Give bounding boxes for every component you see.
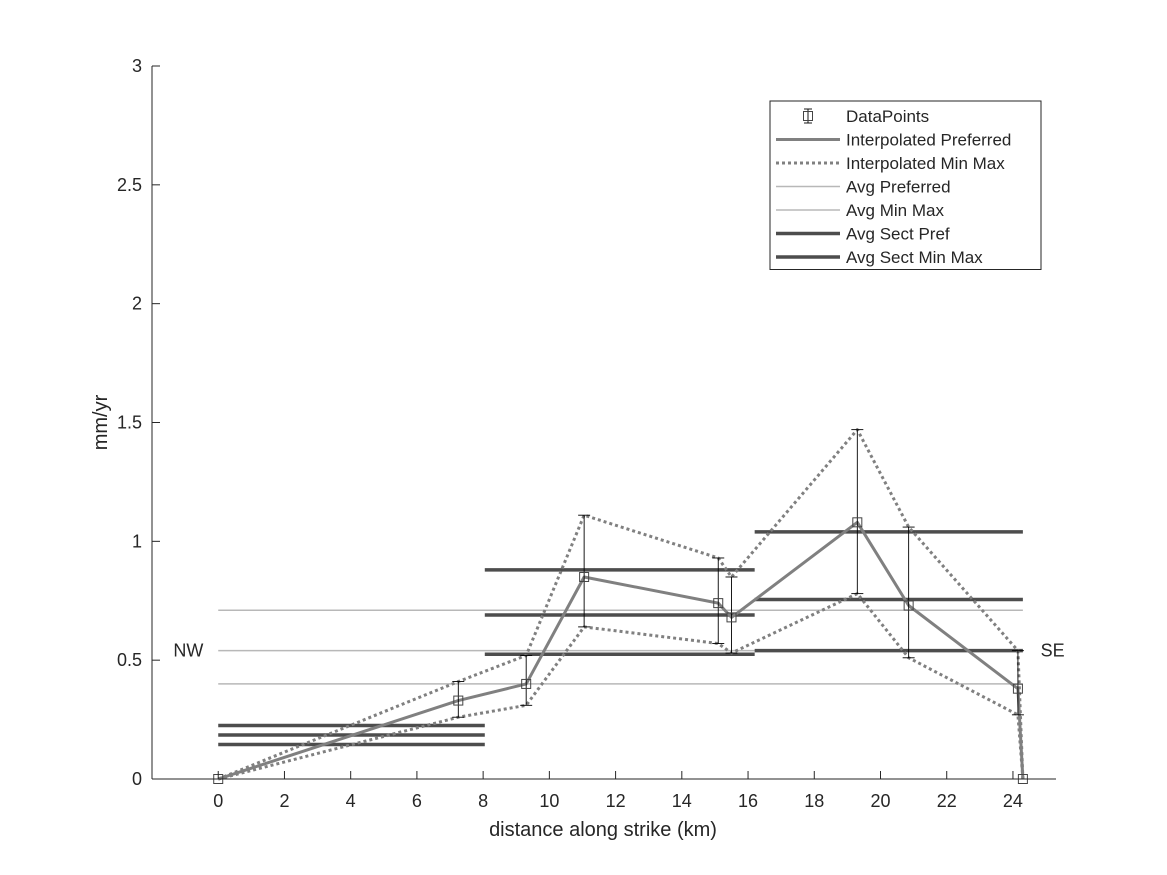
annotations: NW SE [173, 641, 1064, 661]
legend-label-avg-min-max: Avg Min Max [846, 201, 944, 220]
interpolated-preferred-series [217, 520, 1025, 781]
x-tick-label: 4 [346, 791, 356, 811]
legend-swatch-datapoints [803, 111, 813, 121]
y-tick-label: 2.5 [117, 175, 142, 195]
legend: DataPoints Interpolated Preferred Interpol… [769, 100, 1042, 270]
section-average-lines [218, 530, 1023, 747]
y-tick-label: 3 [132, 56, 142, 76]
data-point-marker [453, 695, 464, 706]
data-point-marker [903, 600, 914, 611]
x-tick-label: 14 [672, 791, 692, 811]
x-axis-label: distance along strike (km) [489, 819, 717, 841]
x-tick-label: 20 [870, 791, 890, 811]
legend-label-avg-preferred: Avg Preferred [846, 178, 951, 197]
y-tick-label: 2 [132, 294, 142, 314]
y-axis-label: mm/yr [90, 394, 112, 450]
x-tick-label: 12 [606, 791, 626, 811]
y-tick-label: 1 [132, 531, 142, 551]
data-point-marker [726, 612, 737, 623]
legend-label-datapoints: DataPoints [846, 107, 929, 126]
average-lines [218, 609, 1023, 685]
annotation-se: SE [1041, 641, 1065, 661]
legend-box [769, 100, 1042, 270]
x-tick-label: 2 [279, 791, 289, 811]
x-tick-label: 18 [804, 791, 824, 811]
x-tick-label: 24 [1003, 791, 1023, 811]
y-tick-label: 0.5 [117, 650, 142, 670]
data-point-marker [713, 598, 724, 609]
x-tick-label: 16 [738, 791, 758, 811]
data-point-marker [852, 517, 863, 528]
x-tick-label: 8 [478, 791, 488, 811]
annotation-nw: NW [173, 641, 203, 661]
data-point-marker [579, 571, 590, 582]
x-tick-label: 6 [412, 791, 422, 811]
y-tick-label: 1.5 [117, 413, 142, 433]
x-tick-label: 10 [539, 791, 559, 811]
legend-label-avg-sect-min-max: Avg Sect Min Max [846, 248, 983, 267]
data-point-marker [1012, 683, 1023, 694]
legend-label-interpolated-min-max: Interpolated Min Max [846, 154, 1005, 173]
legend-label-avg-sect-pref: Avg Sect Pref [846, 225, 950, 244]
interpolated-lines [217, 428, 1025, 781]
data-point-marker [521, 678, 532, 689]
y-tick-label: 0 [132, 769, 142, 789]
axes: 0 2 4 6 8 10 12 14 16 18 20 22 2400.511.522.53distan… [90, 56, 1056, 841]
x-tick-label: 0 [213, 791, 223, 811]
interpolated-min-max-max-series [217, 428, 1025, 781]
x-tick-label: 22 [937, 791, 957, 811]
legend-label-interpolated-preferred: Interpolated Preferred [846, 131, 1011, 150]
interpolated-min-max-min-series [217, 592, 1025, 781]
